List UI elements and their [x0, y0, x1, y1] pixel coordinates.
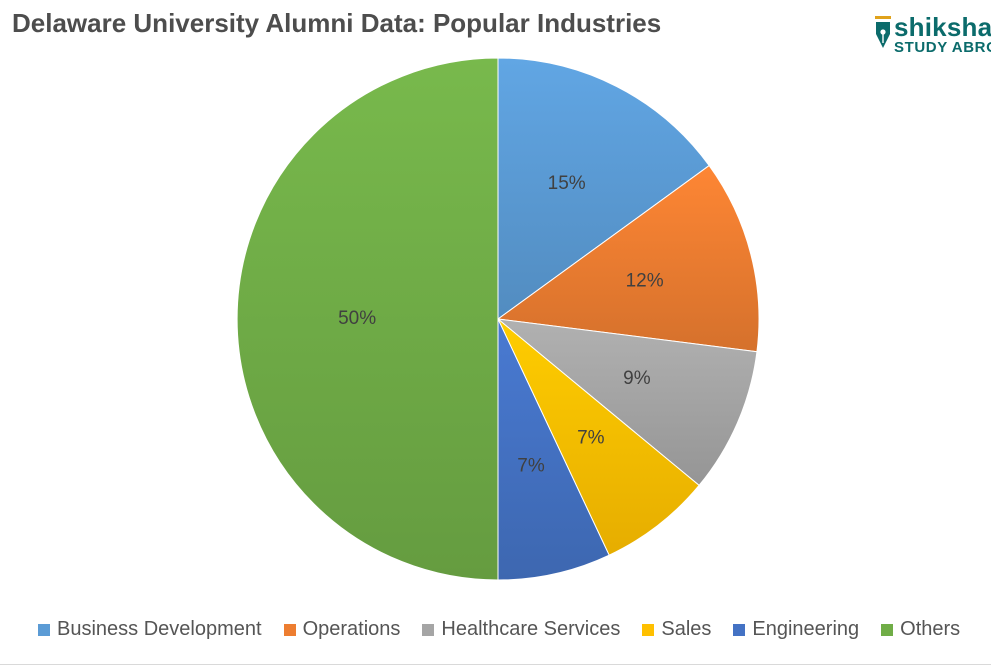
chart-legend: Business Development Operations Healthcare…	[38, 618, 960, 641]
legend-label: Engineering	[752, 618, 860, 640]
legend-item-healthcare-services: Healthcare Services	[422, 618, 620, 641]
logo-wordmark: shiksha	[894, 14, 991, 42]
pie-slice-others	[236, 57, 499, 581]
pie-slice-business-development	[497, 57, 710, 320]
legend-swatch	[422, 623, 435, 636]
legend-item-others: Others	[881, 618, 960, 641]
legend-item-operations: Operations	[283, 618, 401, 641]
shiksha-logo: shiksha STUDY ABROAD	[872, 14, 991, 60]
data-label-sales: 7%	[577, 428, 605, 449]
bottom-divider	[0, 664, 991, 665]
legend-swatch	[283, 623, 296, 636]
data-label-healthcare-services: 9%	[623, 368, 651, 389]
data-label-others: 50%	[338, 308, 376, 329]
data-label-operations: 12%	[626, 270, 664, 291]
chart-title: Delaware University Alumni Data: Popular…	[12, 8, 662, 38]
legend-label: Others	[900, 618, 961, 640]
data-label-engineering: 7%	[517, 456, 545, 477]
pie-slice-engineering	[497, 318, 610, 581]
legend-swatch	[733, 623, 746, 636]
pie-chart: 15% 12% 9% 7% 7% 50%	[236, 57, 760, 581]
data-label-business-development: 15%	[548, 173, 586, 194]
logo-tagline: STUDY ABROAD	[894, 39, 991, 56]
legend-item-business-development: Business Development	[38, 618, 262, 641]
legend-label: Healthcare Services	[441, 618, 621, 640]
pie-slice-sales	[497, 318, 700, 556]
legend-item-engineering: Engineering	[733, 618, 859, 641]
legend-label: Operations	[302, 618, 401, 640]
legend-swatch	[642, 623, 655, 636]
legend-label: Business Development	[57, 618, 262, 640]
legend-label: Sales	[661, 618, 712, 640]
pen-nib-icon	[875, 16, 891, 48]
legend-item-sales: Sales	[642, 618, 711, 641]
legend-swatch	[38, 623, 50, 636]
legend-swatch	[881, 623, 894, 636]
pie-slice-healthcare-services	[496, 318, 758, 487]
pie-slice-operations	[496, 164, 760, 353]
